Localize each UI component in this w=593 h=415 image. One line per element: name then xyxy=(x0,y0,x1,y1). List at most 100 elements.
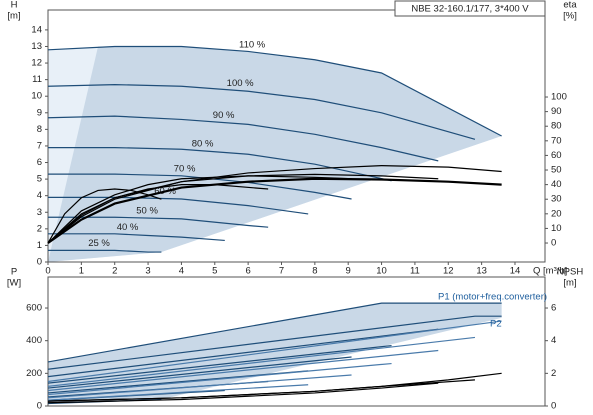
curve xyxy=(47,115,439,162)
y-tick-label: 5 xyxy=(37,174,42,185)
curve-label: 90 % xyxy=(213,110,235,121)
secondary-curve xyxy=(47,188,162,244)
y2-tick-label: 80 xyxy=(551,121,562,132)
curve-label: 70 % xyxy=(174,164,196,175)
curve xyxy=(47,84,476,140)
x-tick-label: 1 xyxy=(79,266,84,277)
y2-tick-label: 20 xyxy=(551,208,562,219)
curve xyxy=(47,45,502,137)
curve xyxy=(47,362,392,396)
y-tick-label: 4 xyxy=(37,190,42,201)
y-tick-label: 12 xyxy=(31,58,42,69)
curve xyxy=(47,315,502,370)
x-tick-label: 4 xyxy=(179,266,184,277)
y2-axis-label: eta xyxy=(563,0,577,11)
y-tick-label: 13 xyxy=(31,41,42,52)
x-tick-label: 10 xyxy=(376,266,387,277)
curve-label: 110 % xyxy=(239,39,266,50)
y2-tick-label: 70 xyxy=(551,135,562,146)
x-tick-label: 7 xyxy=(279,266,284,277)
y-tick-label: 10 xyxy=(31,91,42,102)
y2-tick-label: 0 xyxy=(551,401,556,412)
curve xyxy=(47,336,476,388)
curve xyxy=(48,196,309,215)
annotation: P2 xyxy=(490,319,502,330)
curve-label: 100 % xyxy=(227,78,254,89)
plot-frame xyxy=(47,276,546,407)
x-tick-label: 12 xyxy=(443,266,454,277)
x-tick-label: 8 xyxy=(312,266,317,277)
y-tick-label: 3 xyxy=(37,207,42,218)
y-tick-label: 400 xyxy=(26,335,42,346)
y-tick-label: 7 xyxy=(37,140,42,151)
x-tick-label: 11 xyxy=(410,266,420,277)
secondary-curve xyxy=(47,177,502,244)
y-axis-label: H xyxy=(11,0,18,11)
secondary-curve xyxy=(47,173,439,244)
curve xyxy=(48,249,162,253)
y2-axis-label: [m] xyxy=(563,278,576,289)
y-tick-label: 8 xyxy=(37,124,42,135)
curve xyxy=(47,344,392,384)
y-tick-label: 1 xyxy=(37,240,42,251)
title-box xyxy=(394,0,546,17)
curve-label: 40 % xyxy=(117,222,139,233)
y-tick-label: 9 xyxy=(37,107,42,118)
y2-tick-label: 90 xyxy=(551,106,562,117)
x-tick-label: 9 xyxy=(346,266,351,277)
curve xyxy=(47,349,439,392)
x-tick-label: 5 xyxy=(212,266,217,277)
y-tick-label: 11 xyxy=(32,74,42,85)
y-tick-label: 600 xyxy=(26,303,42,314)
y-tick-label: 6 xyxy=(37,157,42,168)
x-tick-label: 3 xyxy=(145,266,150,277)
x-tick-label: 13 xyxy=(476,266,487,277)
curve-label: 80 % xyxy=(192,138,214,149)
curve xyxy=(47,384,309,401)
y2-tick-label: 2 xyxy=(551,368,556,379)
y-tick-label: 2 xyxy=(37,223,42,234)
y2-tick-label: 30 xyxy=(551,194,562,205)
curve xyxy=(47,356,352,389)
x-tick-label: 2 xyxy=(112,266,117,277)
secondary-curve xyxy=(47,175,352,244)
y2-tick-label: 50 xyxy=(551,165,562,176)
y2-tick-label: 0 xyxy=(551,238,556,249)
operating-area xyxy=(48,46,502,263)
curve xyxy=(47,302,502,363)
curve xyxy=(47,328,439,378)
curve-label: 25 % xyxy=(88,238,110,249)
annotation: P1 (motor+freq.converter) xyxy=(438,292,547,303)
curve xyxy=(47,320,502,383)
y2-tick-label: 10 xyxy=(551,223,562,234)
curve xyxy=(47,374,352,399)
y2-tick-label: 4 xyxy=(551,335,556,346)
chart-title: NBE 32-160.1/177, 3*400 V xyxy=(411,4,529,15)
y2-axis-label: [%] xyxy=(563,11,577,22)
x-tick-label: 14 xyxy=(510,266,521,277)
plot-frame xyxy=(47,9,546,263)
y-tick-label: 0 xyxy=(37,401,42,412)
x-tick-label: 0 xyxy=(45,266,50,277)
y-tick-label: 200 xyxy=(26,368,42,379)
curve-label: 50 % xyxy=(136,206,158,217)
y-axis-label: [W] xyxy=(7,278,21,289)
y-tick-label: 0 xyxy=(37,257,42,268)
x-axis-label: Q [m³/h] xyxy=(533,266,567,277)
y2-tick-label: 40 xyxy=(551,179,562,190)
curve xyxy=(48,216,269,228)
y2-tick-label: 100 xyxy=(551,92,567,103)
x-tick-label: 6 xyxy=(245,266,250,277)
curve xyxy=(48,147,392,182)
secondary-curve xyxy=(47,165,502,244)
secondary-curve xyxy=(47,379,475,402)
y-axis-label: P xyxy=(11,267,17,278)
secondary-curve xyxy=(47,382,439,404)
y2-tick-label: 60 xyxy=(551,150,562,161)
y-axis-label: [m] xyxy=(7,11,20,22)
y2-tick-label: 6 xyxy=(551,303,556,314)
curve xyxy=(48,233,225,242)
y2-axis-label: NPSH xyxy=(557,267,584,278)
